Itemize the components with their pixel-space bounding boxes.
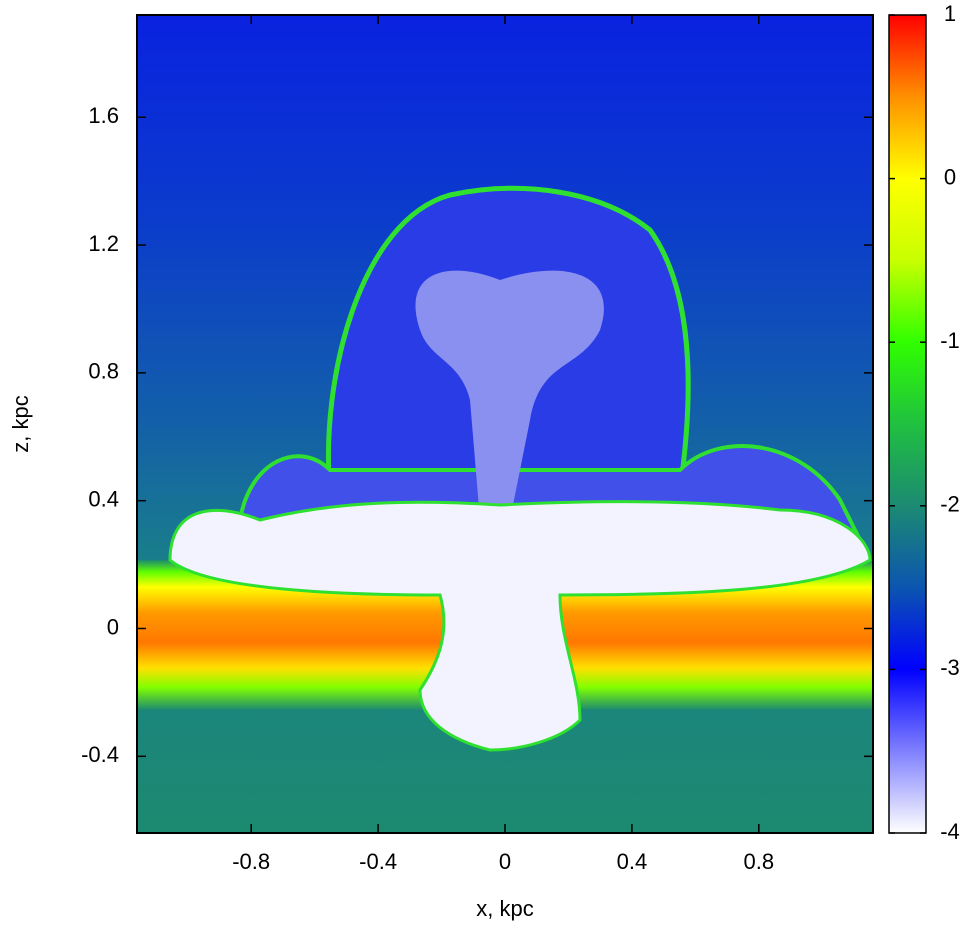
colorbar-tick-label: 1 bbox=[944, 1, 956, 26]
y-tick-label: -0.4 bbox=[81, 742, 119, 767]
y-axis-label: z, kpc bbox=[8, 395, 33, 452]
y-tick-label: 1.6 bbox=[88, 103, 119, 128]
x-axis-label: x, kpc bbox=[476, 896, 533, 921]
y-tick-label: 1.2 bbox=[88, 231, 119, 256]
x-tick-label: -0.8 bbox=[232, 849, 270, 874]
colorbar-tick-label: -3 bbox=[940, 655, 960, 680]
x-tick-label: 0.4 bbox=[617, 849, 648, 874]
x-tick-label: 0.8 bbox=[743, 849, 774, 874]
y-tick-label: 0.8 bbox=[88, 359, 119, 384]
x-tick-label: 0 bbox=[499, 849, 511, 874]
colorbar bbox=[888, 14, 927, 834]
y-tick-label: 0.4 bbox=[88, 487, 119, 512]
hot-gas-region bbox=[168, 500, 872, 752]
x-tick-label: -0.4 bbox=[359, 849, 397, 874]
colorbar-tick-label: -2 bbox=[940, 492, 960, 517]
inner-blob bbox=[415, 270, 604, 520]
heatmap-image bbox=[137, 15, 873, 833]
colorbar-tick-label: 0 bbox=[944, 164, 956, 189]
colorbar-tick-label: -4 bbox=[940, 819, 960, 844]
colorbar-tick-label: -1 bbox=[940, 328, 960, 353]
y-tick-label: 0 bbox=[107, 614, 119, 639]
